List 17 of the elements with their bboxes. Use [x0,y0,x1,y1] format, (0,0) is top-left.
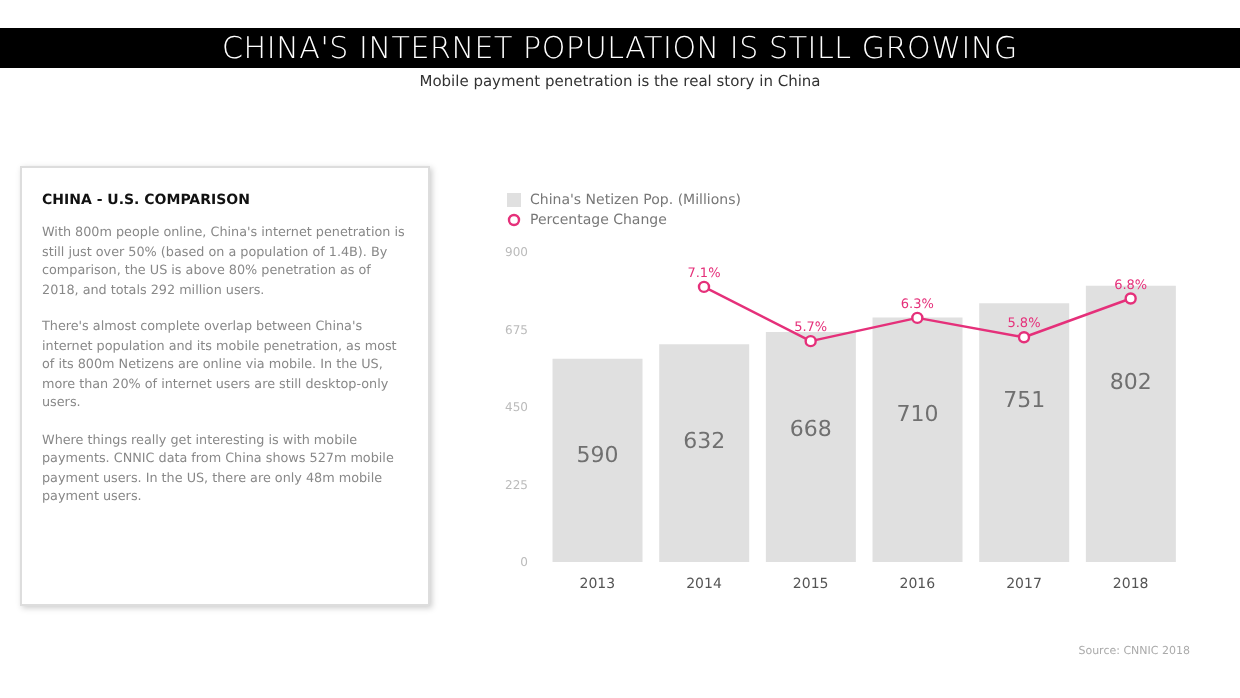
bar [659,344,750,562]
point [804,334,817,348]
data-label: 668 [789,415,832,442]
bar [979,303,1070,562]
chart-title: CHINA'S INTERNET POPULATION IS STILL GROWING [0,28,1240,68]
bar [872,317,963,562]
data-label: 590 [576,442,619,469]
point [1124,292,1137,305]
data-label: 802 [1109,369,1152,396]
data-label: 632 [683,427,726,454]
bar [765,331,856,562]
data-label: 710 [896,401,939,428]
point [697,280,711,294]
bar [552,358,643,562]
data-label: 751 [1003,386,1046,413]
point [911,311,924,325]
point [1017,331,1031,344]
